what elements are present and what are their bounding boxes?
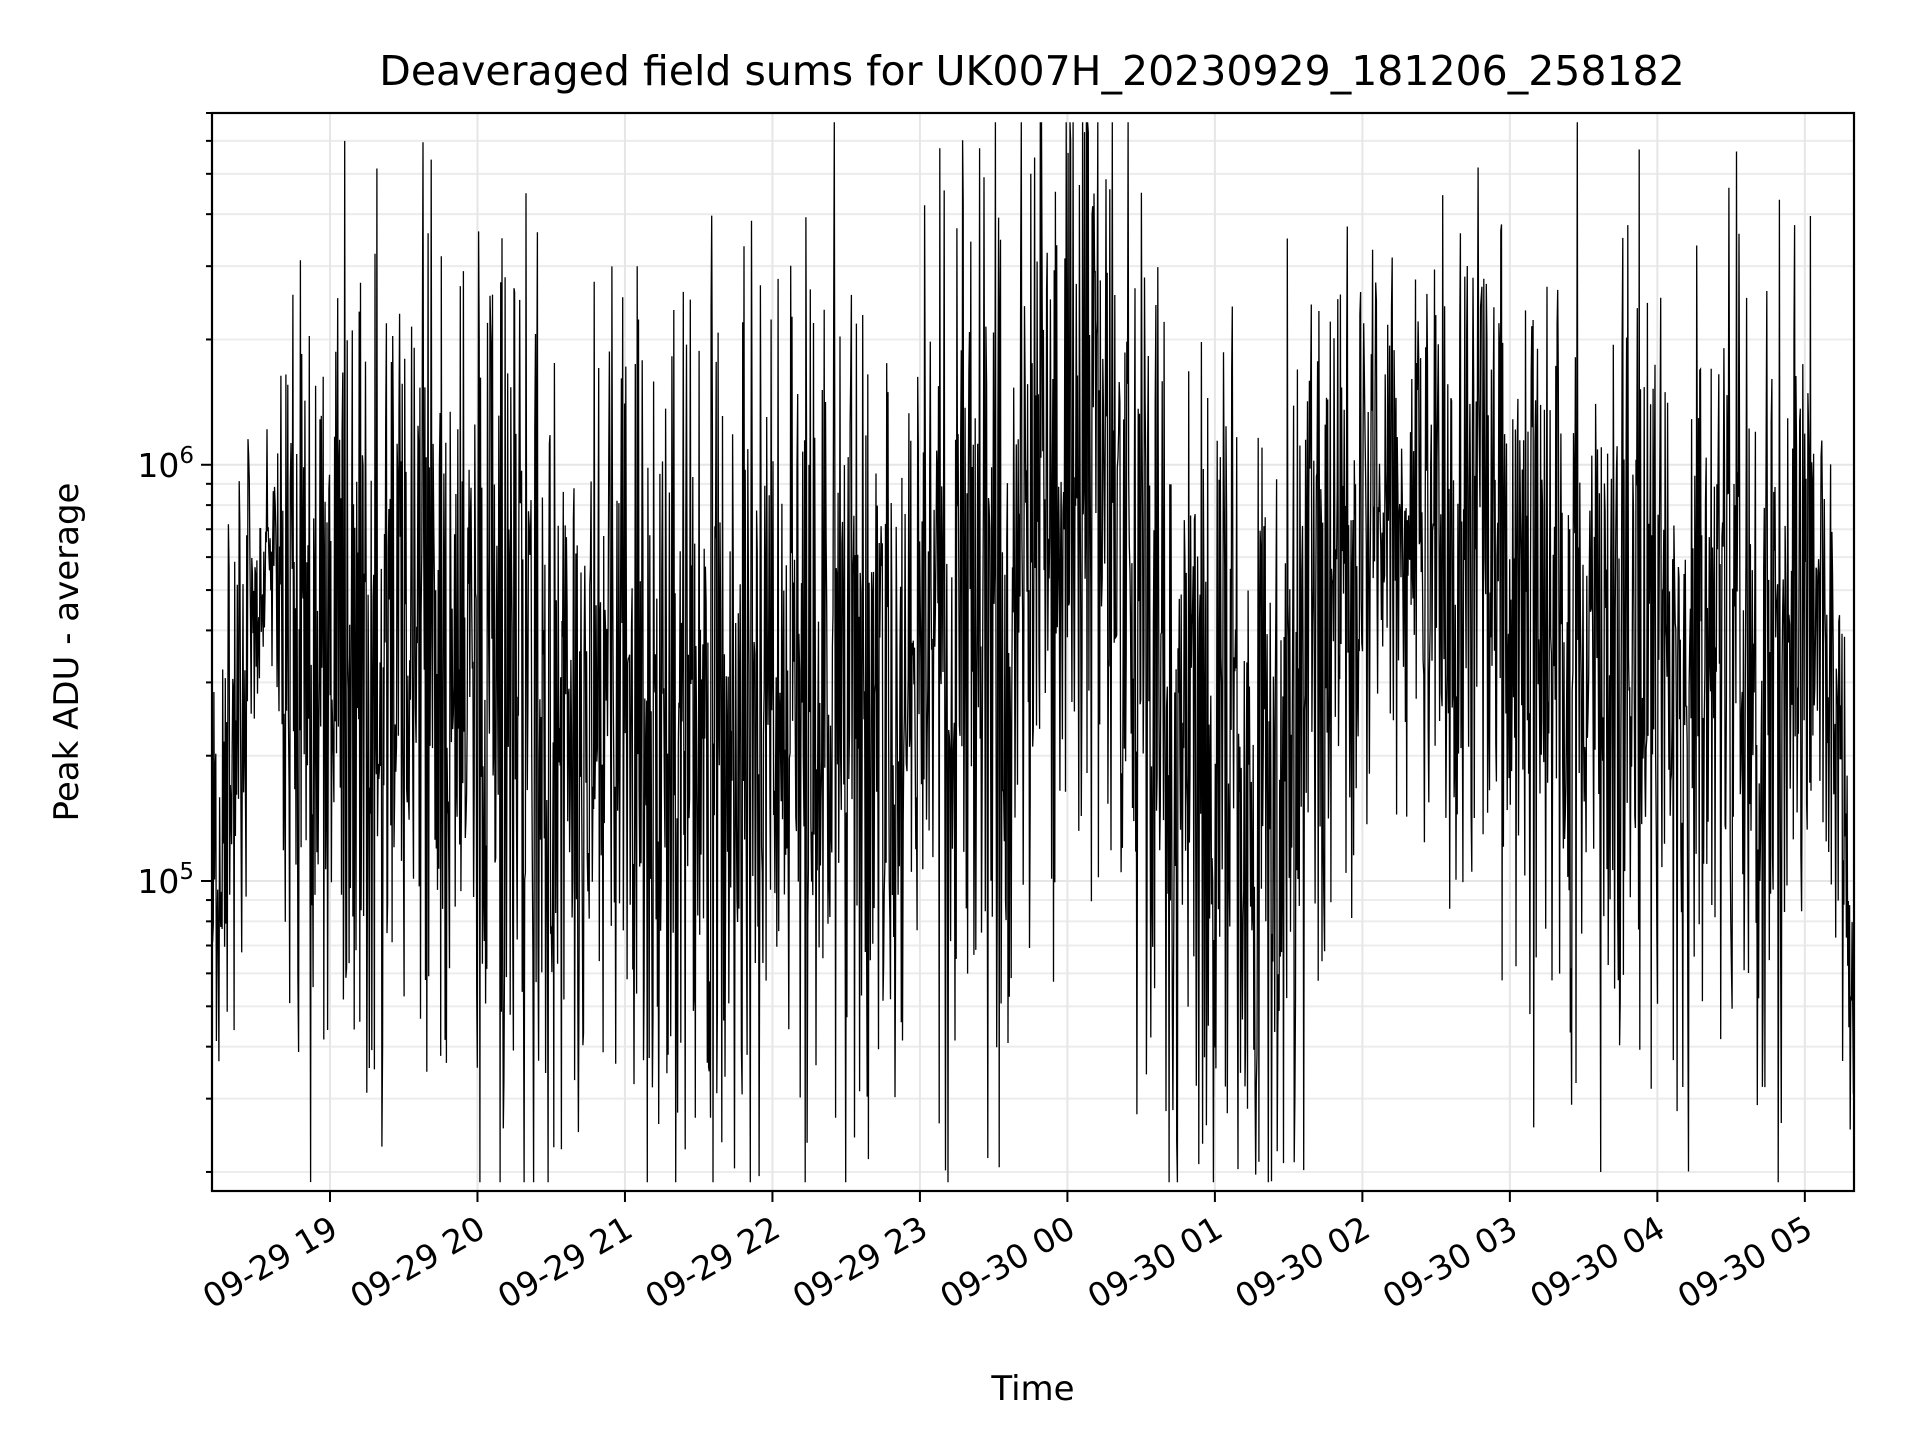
y-tick-exponent: 6: [179, 443, 194, 469]
chart-title: Deaveraged field sums for UK007H_2023092…: [379, 47, 1684, 95]
y-tick-base: 10: [137, 862, 179, 901]
series-group: [211, 122, 1855, 1183]
series-line: [211, 122, 1855, 1183]
y-tick-label: 105: [137, 859, 194, 901]
y-tick-base: 10: [137, 446, 179, 485]
y-axis-label: Peak ADU - average: [47, 483, 87, 822]
x-axis-label: Time: [990, 1369, 1074, 1409]
y-tick-exponent: 5: [179, 859, 194, 885]
y-tick-label: 106: [137, 443, 194, 485]
plot-frame: [210, 111, 1856, 1193]
